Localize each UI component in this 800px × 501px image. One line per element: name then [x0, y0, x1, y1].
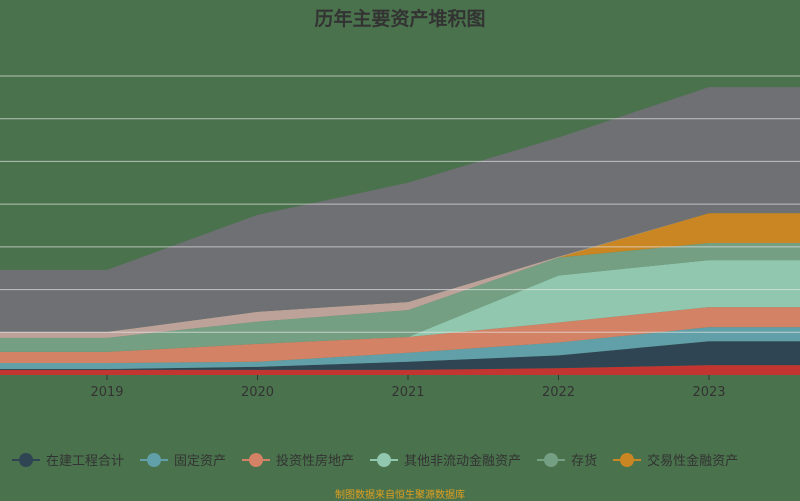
legend-label: 固定资产	[174, 454, 227, 469]
legend-item[interactable]: 固定资产	[140, 450, 226, 469]
area-series-4	[0, 260, 800, 352]
area-series-8	[0, 87, 800, 332]
legend: 在建工程合计 固定资产 投资性房地产 其他非流动金融资产 存货 交易性金融资产	[12, 450, 738, 469]
area-series-5	[0, 243, 800, 352]
legend-marker-icon	[140, 452, 169, 467]
legend-label: 交易性金融资产	[647, 454, 739, 469]
legend-marker-icon	[370, 452, 399, 467]
legend-label: 存货	[571, 454, 598, 469]
area-series-1	[0, 341, 800, 370]
legend-label: 其他非流动金融资产	[404, 454, 522, 469]
legend-label: 在建工程合计	[46, 454, 125, 469]
legend-marker-icon	[242, 452, 271, 467]
chart-title: 历年主要资产堆积图	[314, 8, 486, 30]
legend-item[interactable]: 在建工程合计	[12, 450, 124, 469]
x-tick-label: 2023	[692, 385, 725, 400]
legend-label: 投资性房地产	[276, 454, 355, 469]
x-tick-label: 2022	[542, 385, 575, 400]
legend-item[interactable]: 其他非流动金融资产	[370, 450, 521, 469]
x-tick-label: 2019	[90, 385, 123, 400]
legend-marker-icon	[537, 452, 566, 467]
legend-item[interactable]: 交易性金融资产	[613, 450, 738, 469]
legend-item[interactable]: 存货	[537, 450, 597, 469]
footer-source: 制图数据来自恒生聚源数据库	[335, 490, 465, 501]
area-series-0	[0, 365, 800, 375]
legend-marker-icon	[613, 452, 642, 467]
legend-item[interactable]: 投资性房地产	[242, 450, 354, 469]
area-series-2	[0, 327, 800, 370]
legend-marker-icon	[12, 452, 40, 467]
x-tick-label: 2021	[391, 385, 424, 400]
area-series-3	[0, 307, 800, 364]
area-series-6	[0, 213, 800, 338]
x-tick-label: 2020	[241, 385, 274, 400]
